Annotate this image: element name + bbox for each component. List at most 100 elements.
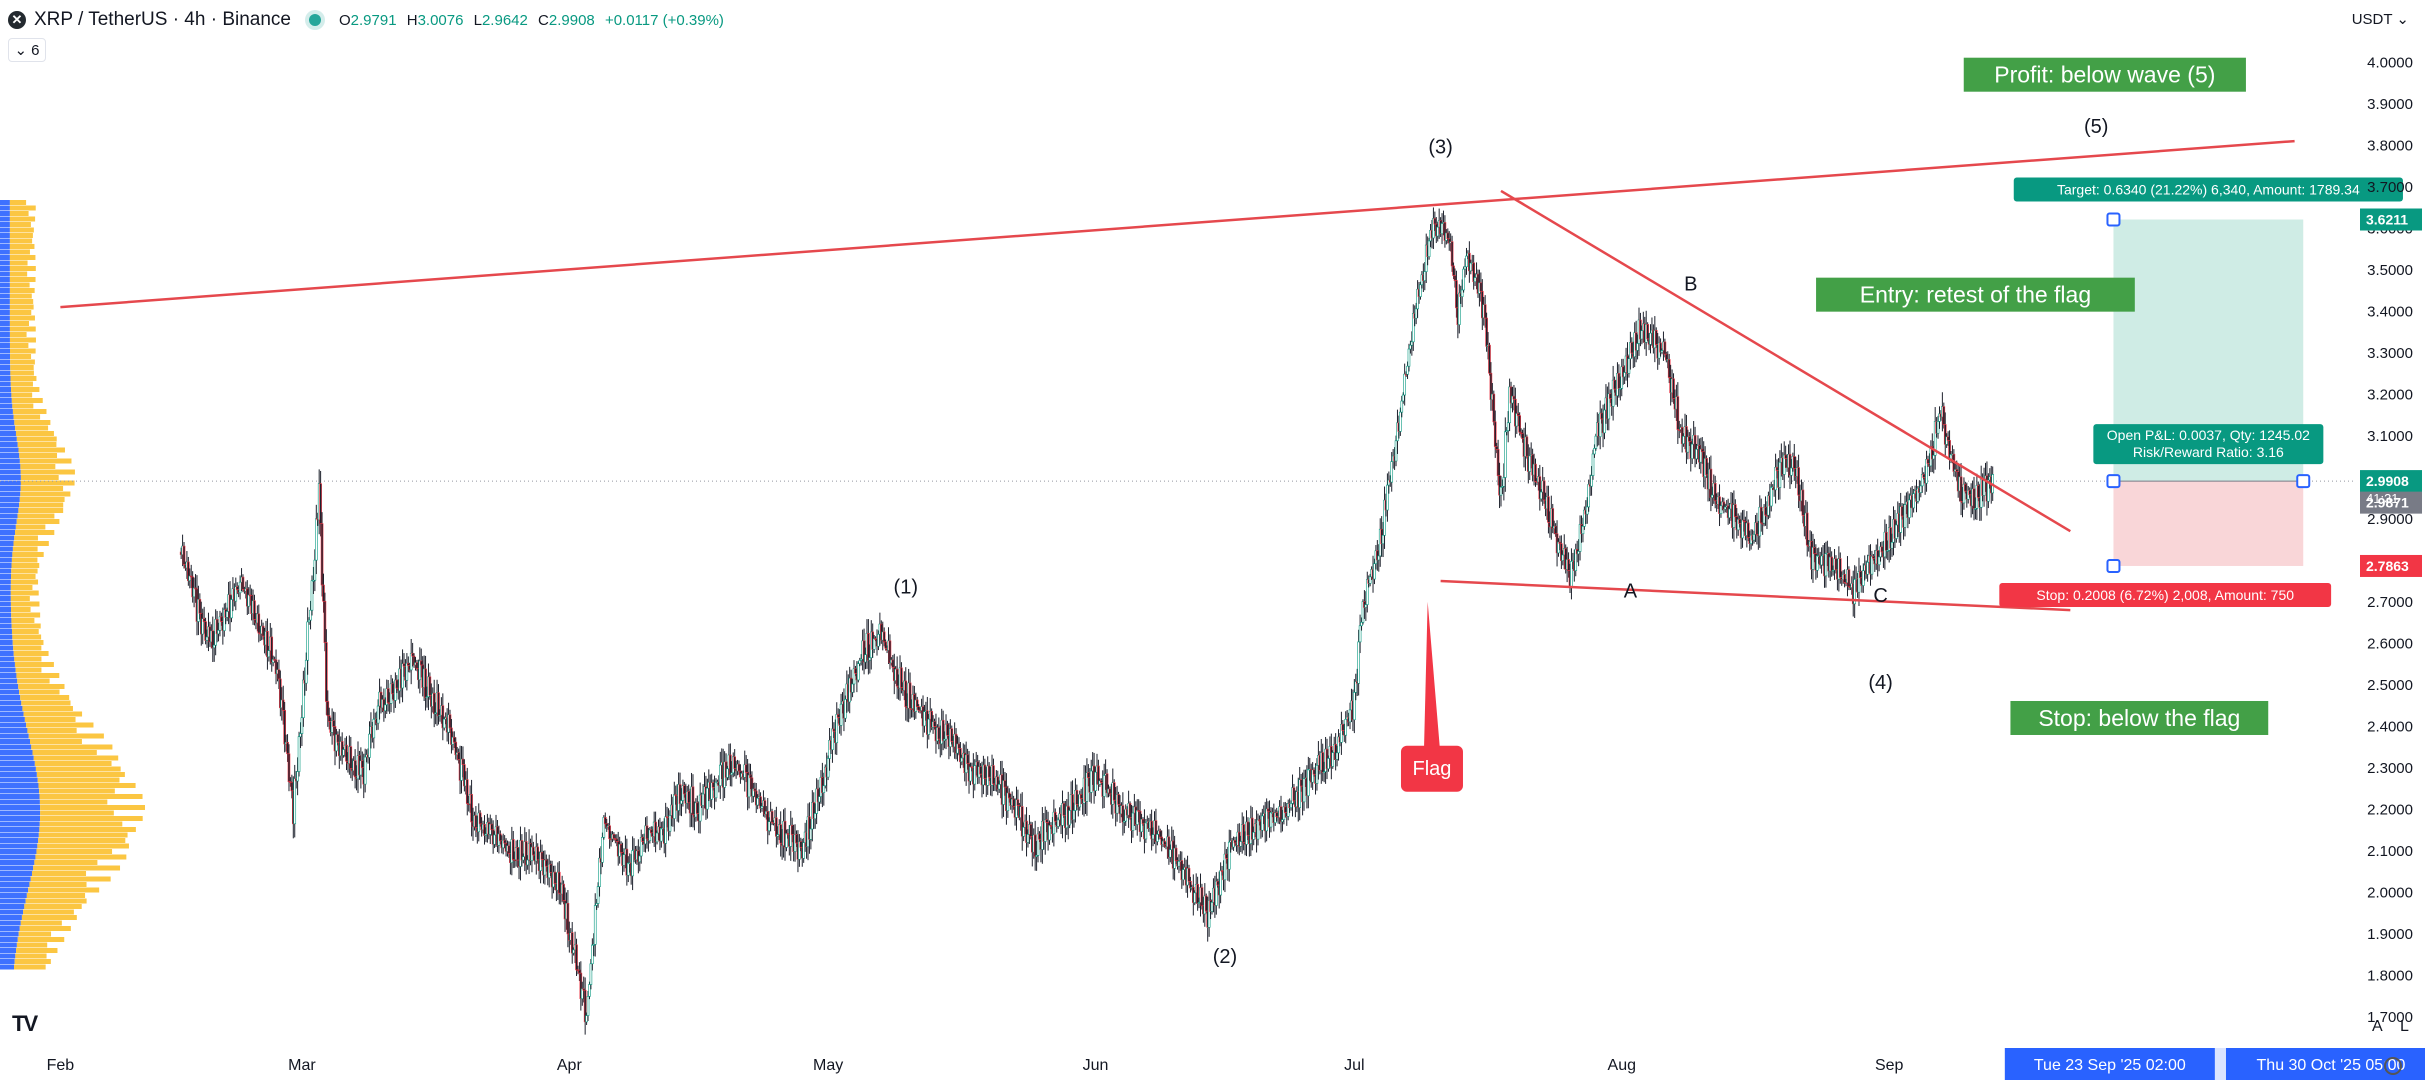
candle-body bbox=[428, 676, 432, 696]
candle-body bbox=[854, 668, 857, 674]
trendline[interactable] bbox=[1500, 189, 2071, 533]
candle-body bbox=[1368, 576, 1372, 584]
candle-body bbox=[756, 797, 759, 806]
y-tick-label: 3.4000 bbox=[2367, 303, 2413, 320]
candle-body bbox=[1341, 724, 1345, 731]
candle-body bbox=[900, 667, 903, 688]
candle-body bbox=[313, 559, 317, 581]
indicator-toggle-button[interactable]: ⌄ 6 bbox=[8, 38, 46, 62]
candle-body bbox=[293, 778, 297, 825]
candle-body bbox=[589, 963, 593, 985]
candle-body bbox=[1587, 484, 1590, 508]
candle-body bbox=[950, 728, 954, 742]
candle-body bbox=[405, 662, 409, 681]
candle-body bbox=[1087, 772, 1090, 778]
currency-selector[interactable]: USDT ⌄ bbox=[2351, 11, 2409, 28]
candle-body bbox=[257, 613, 261, 634]
volume-profile-bar bbox=[0, 744, 32, 750]
candle-body bbox=[1593, 448, 1596, 455]
candle-body bbox=[372, 718, 376, 739]
symbol-title[interactable]: XRP / TetherUS · 4h · Binance bbox=[34, 9, 291, 30]
volume-profile-bar bbox=[25, 898, 87, 904]
trendline[interactable] bbox=[1440, 579, 2071, 612]
position-handle[interactable] bbox=[2296, 474, 2311, 489]
candle-body bbox=[1335, 752, 1339, 760]
candle-body bbox=[904, 680, 908, 708]
candle-body bbox=[540, 852, 544, 860]
candle-body bbox=[253, 600, 256, 620]
trendline[interactable] bbox=[60, 139, 2295, 309]
volume-profile-bar bbox=[15, 953, 47, 959]
volume-profile-bar bbox=[0, 354, 11, 359]
candle-body bbox=[1225, 853, 1228, 859]
candle-body bbox=[1299, 779, 1303, 787]
candle-body bbox=[1242, 824, 1245, 843]
candle-body bbox=[499, 833, 502, 842]
volume-profile-bar bbox=[0, 200, 10, 205]
volume-profile-bar bbox=[24, 717, 76, 722]
position-handle[interactable] bbox=[2106, 558, 2121, 573]
candle-body bbox=[1617, 373, 1621, 389]
candle-body bbox=[1554, 525, 1557, 535]
candle-body bbox=[1496, 449, 1500, 476]
volume-profile-bar bbox=[0, 733, 29, 739]
stop-zone[interactable] bbox=[2113, 481, 2304, 566]
volume-profile-bar bbox=[0, 711, 24, 717]
candle-body bbox=[1987, 479, 1990, 502]
gear-icon[interactable] bbox=[2384, 1057, 2402, 1075]
volume-profile-bar bbox=[0, 601, 11, 607]
candle-body bbox=[832, 728, 836, 732]
volume-profile-bar bbox=[11, 387, 40, 392]
volume-profile-bar bbox=[12, 403, 34, 409]
candle-body bbox=[1847, 569, 1851, 588]
candle-body bbox=[1033, 834, 1037, 857]
volume-profile-bar bbox=[33, 755, 119, 761]
candle-body bbox=[520, 840, 524, 861]
volume-profile-bar bbox=[20, 695, 70, 700]
candle-body bbox=[1414, 308, 1418, 319]
position-handle[interactable] bbox=[2106, 474, 2121, 489]
candle-body bbox=[957, 743, 961, 749]
auto-scale-button[interactable]: A bbox=[2372, 1018, 2383, 1035]
candle-body bbox=[1962, 483, 1966, 504]
volume-profile-bar bbox=[0, 579, 11, 585]
candle-body bbox=[1936, 421, 1940, 434]
position-handle[interactable] bbox=[2106, 212, 2121, 227]
callout-box[interactable] bbox=[1963, 57, 2246, 92]
volume-profile-bar bbox=[9, 337, 36, 343]
flag-callout-box[interactable] bbox=[1400, 745, 1463, 792]
candle-body bbox=[198, 599, 202, 614]
volume-profile-bar bbox=[35, 854, 127, 860]
candle-body bbox=[836, 714, 840, 718]
volume-profile-bar bbox=[0, 491, 21, 497]
candle-body bbox=[1719, 505, 1723, 514]
callout-box[interactable] bbox=[2010, 700, 2269, 735]
candle-body bbox=[557, 871, 561, 894]
y-tick-label: 2.5000 bbox=[2367, 677, 2413, 694]
candle-body bbox=[1038, 833, 1041, 840]
candle-body bbox=[733, 756, 736, 769]
candle-body bbox=[1144, 822, 1148, 840]
candle-body bbox=[695, 802, 699, 814]
volume-profile-bar bbox=[0, 398, 12, 403]
candle-body bbox=[1713, 482, 1717, 502]
callout-box[interactable] bbox=[1816, 277, 2135, 312]
candle-body bbox=[1261, 815, 1264, 831]
candle-body bbox=[281, 699, 285, 711]
log-scale-button[interactable]: L bbox=[2400, 1018, 2409, 1035]
volume-profile-bar bbox=[9, 299, 34, 304]
candle-body bbox=[1089, 770, 1093, 793]
volume-profile-bar bbox=[10, 590, 39, 596]
wave-label: C bbox=[1873, 585, 1887, 607]
candle-body bbox=[660, 828, 663, 842]
candle-body bbox=[831, 728, 834, 750]
candle-body bbox=[1377, 555, 1381, 561]
date-badge[interactable] bbox=[2004, 1048, 2215, 1080]
volume-profile-bar bbox=[37, 777, 120, 783]
volume-profile-bar bbox=[0, 794, 40, 799]
candle-body bbox=[524, 841, 528, 866]
candle-body bbox=[1026, 834, 1030, 843]
price-label-box bbox=[2360, 491, 2422, 514]
volume-profile-bar bbox=[10, 370, 34, 376]
